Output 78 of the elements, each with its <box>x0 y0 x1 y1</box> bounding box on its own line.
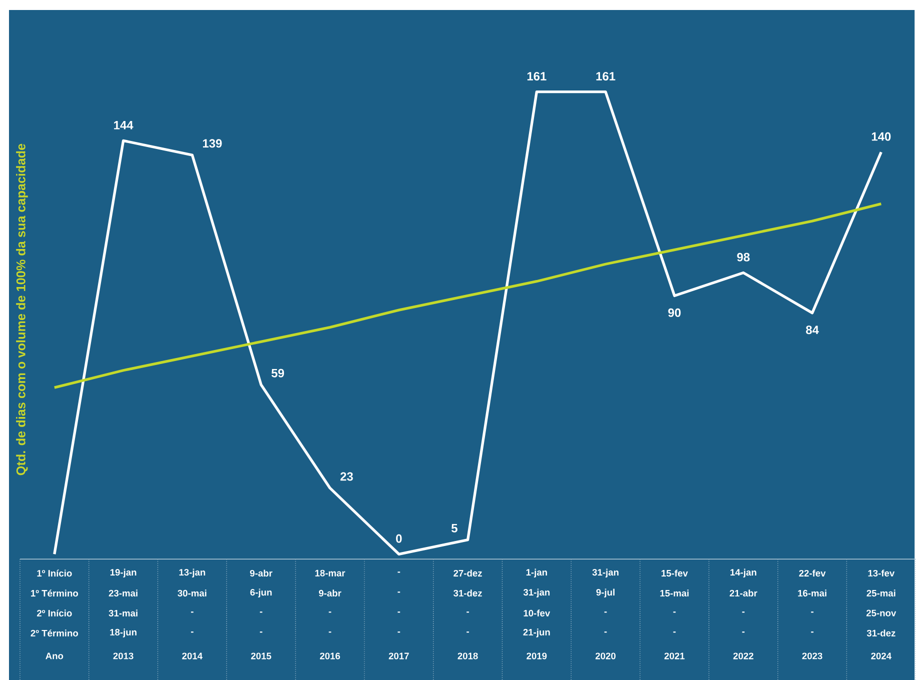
text: 30-mai <box>178 590 206 596</box>
data-label: 161 <box>596 72 616 80</box>
text: 25-mai <box>866 590 896 596</box>
text: - <box>398 571 400 573</box>
text: 14-jan <box>730 568 756 578</box>
text: 10-fev <box>524 610 550 616</box>
text: - <box>673 611 676 613</box>
text: 13-jan <box>179 568 206 578</box>
text: - <box>466 611 469 613</box>
text: 18-jun <box>110 628 136 638</box>
x-tick-label: 2023 <box>802 652 822 660</box>
x-tick-label: 2021 <box>664 652 685 660</box>
text: 31-mai <box>108 609 138 616</box>
text: 31-dez <box>866 629 896 636</box>
x-tick-label: 2013 <box>113 652 134 660</box>
text: - <box>398 591 400 593</box>
text: Ano <box>46 652 64 660</box>
text: 31-jan <box>523 588 550 598</box>
data-label: 98 <box>737 252 750 262</box>
text: 9-abr <box>318 590 342 596</box>
y-axis-title: Qtd. de dias com o volume de 100% da sua capacidade <box>16 144 28 475</box>
text: 16-mai <box>798 590 826 596</box>
text: 9-jul <box>596 588 614 598</box>
text: 19-jan <box>110 568 136 578</box>
data-label: 23 <box>340 472 353 481</box>
text: 1-jan <box>526 568 547 578</box>
text: 1º Início <box>37 570 72 576</box>
text: 21-jun <box>523 628 550 638</box>
data-label: 90 <box>668 308 681 317</box>
text: - <box>811 631 814 633</box>
text: - <box>328 611 332 613</box>
x-tick-label: 2017 <box>388 652 409 660</box>
text: - <box>398 611 400 613</box>
text: - <box>604 631 607 633</box>
data-label: 84 <box>806 325 819 334</box>
text: 22-fev <box>799 570 826 576</box>
text: 6-jun <box>250 588 272 598</box>
text: 21-abr <box>730 590 758 596</box>
text: 15-fev <box>662 570 688 576</box>
data-label: 140 <box>872 132 891 141</box>
text: - <box>398 631 400 633</box>
text: - <box>191 611 194 613</box>
data-label: 161 <box>527 72 546 80</box>
text: 25-nov <box>866 610 896 616</box>
text: 2º Início <box>36 609 72 616</box>
text: 23-mai <box>108 590 138 596</box>
text: 2º Término <box>30 629 78 636</box>
text: - <box>466 631 469 633</box>
data-label: 139 <box>202 139 222 148</box>
x-tick-label: 2018 <box>458 652 478 660</box>
x-tick-label: 2016 <box>320 652 340 660</box>
text: - <box>742 631 745 633</box>
x-tick-label: 2014 <box>182 652 203 660</box>
text: - <box>673 631 676 633</box>
text: 27-dez <box>454 570 482 576</box>
text: 15-mai <box>660 590 689 596</box>
data-label: 59 <box>272 368 284 378</box>
x-tick-label: 2015 <box>251 652 272 660</box>
x-tick-label: 2019 <box>526 652 547 660</box>
text: - <box>328 631 332 633</box>
x-tick-label: 2024 <box>871 652 892 660</box>
text: - <box>811 611 814 613</box>
data-label: 144 <box>114 120 134 130</box>
data-label: 0 <box>396 534 402 543</box>
text: - <box>604 611 607 613</box>
text: 1º Término <box>31 589 78 596</box>
text: - <box>260 631 262 633</box>
text: - <box>191 631 194 633</box>
text: - <box>260 611 262 613</box>
text: 13-fev <box>868 570 895 576</box>
text: 9-abr <box>250 570 272 576</box>
text: - <box>742 611 745 613</box>
x-tick-label: 2022 <box>733 652 754 660</box>
x-tick-label: 2020 <box>596 652 616 660</box>
text: 31-jan <box>592 568 618 578</box>
data-label: 5 <box>451 524 458 532</box>
text: 31-dez <box>453 590 482 596</box>
text: 18-mar <box>315 570 346 576</box>
